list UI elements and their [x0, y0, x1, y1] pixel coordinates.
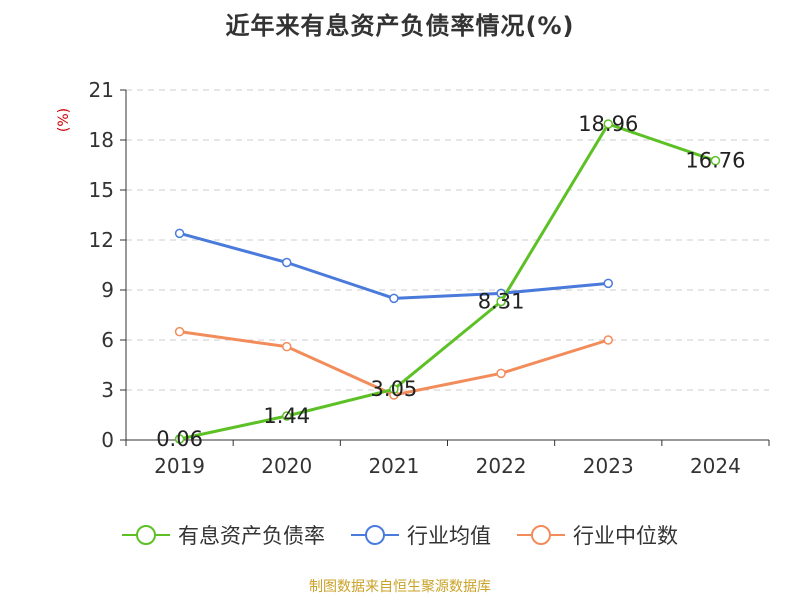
y-tick-label: 6	[101, 328, 114, 352]
source-note: 制图数据来自恒生聚源数据库	[309, 579, 491, 595]
data-point	[282, 257, 292, 268]
x-tick-label: 2019	[154, 454, 205, 478]
data-point	[603, 119, 613, 129]
data-label: 16.76	[685, 149, 745, 173]
data-point	[174, 326, 185, 337]
y-axis: 0 3 6 9 12 15 18 21	[89, 78, 127, 452]
data-point	[603, 278, 613, 289]
y-tick-label: 21	[89, 78, 114, 102]
legend-label-0: 有息资产负债率	[178, 524, 325, 548]
data-point	[710, 155, 721, 166]
y-tick-label: 9	[101, 278, 114, 302]
data-point	[174, 228, 185, 239]
y-tick-label: 12	[89, 228, 114, 252]
data-point	[174, 434, 185, 444]
data-point	[389, 384, 399, 394]
data-point	[282, 411, 292, 421]
legend: 有息资产负债率 行业均值 行业中位数	[0, 520, 800, 550]
legend-item-series-1[interactable]: 行业均值	[351, 520, 491, 550]
y-tick-label: 3	[101, 378, 114, 402]
data-label: 0.06	[156, 427, 203, 451]
x-tick-label: 2022	[476, 454, 527, 478]
data-point	[496, 296, 506, 307]
x-tick-label: 2024	[690, 454, 741, 478]
gridlines	[126, 89, 769, 391]
legend-item-series-0[interactable]: 有息资产负债率	[122, 520, 325, 550]
data-label: 1.44	[263, 404, 310, 428]
data-label: 8.31	[478, 290, 525, 314]
chart-title: 近年来有息资产负债率情况(%)	[225, 12, 575, 40]
y-tick-label: 15	[89, 178, 114, 202]
legend-swatch-1	[351, 525, 399, 545]
legend-item-series-2[interactable]: 行业中位数	[517, 520, 678, 550]
data-labels: 0.06 1.44 3.05 8.31 18.96 16.76	[156, 112, 745, 451]
data-point	[389, 293, 399, 304]
y-tick-label: 18	[89, 128, 114, 152]
series-lines	[174, 119, 721, 444]
data-label: 18.96	[578, 112, 638, 136]
data-point	[603, 335, 613, 345]
data-label: 3.05	[371, 377, 418, 401]
series-line-1	[179, 231, 609, 300]
data-point	[496, 368, 506, 379]
data-point	[282, 341, 292, 352]
y-tick-label: 0	[101, 428, 114, 452]
x-tick-label: 2023	[583, 454, 634, 478]
x-tick-label: 2020	[261, 454, 312, 478]
legend-label-2: 行业中位数	[573, 524, 678, 548]
legend-swatch-2	[517, 525, 565, 545]
legend-label-1: 行业均值	[407, 524, 491, 548]
x-axis: 2019 2020 2021 2022 2023 2024	[125, 439, 770, 478]
legend-swatch-0	[122, 525, 170, 545]
x-tick-label: 2021	[368, 454, 419, 478]
series-line-0	[179, 122, 716, 441]
